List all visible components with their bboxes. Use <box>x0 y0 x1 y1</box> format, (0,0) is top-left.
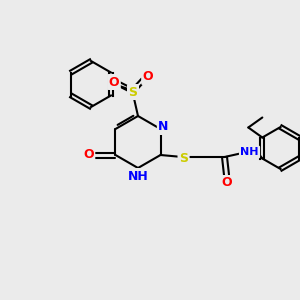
Text: O: O <box>83 148 94 161</box>
Text: O: O <box>221 176 232 190</box>
Text: NH: NH <box>240 147 259 157</box>
Text: NH: NH <box>128 169 148 182</box>
Text: S: S <box>179 152 188 166</box>
Text: O: O <box>143 70 153 83</box>
Text: S: S <box>128 85 137 98</box>
Text: O: O <box>109 76 119 88</box>
Text: N: N <box>158 121 169 134</box>
